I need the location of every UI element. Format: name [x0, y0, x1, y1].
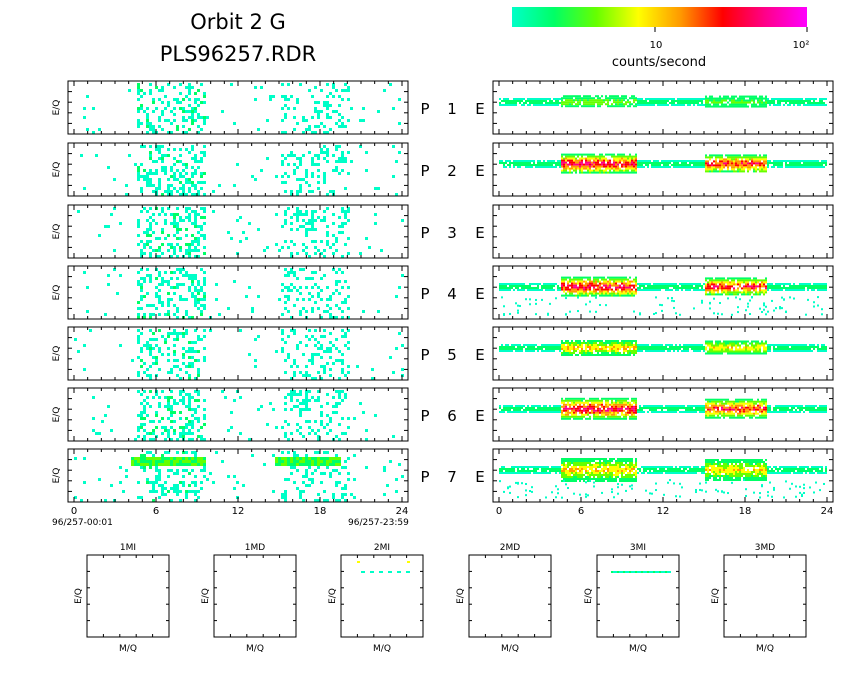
small-panel-title: 3MI [630, 543, 646, 553]
e-label-7: E [475, 468, 484, 486]
colorbar-label: counts/second [612, 55, 706, 70]
x-tick-left-24: 24 [396, 506, 409, 517]
ylabel-left-6: E/Q [52, 407, 62, 423]
title-line-2: PLS96257.RDR [160, 42, 317, 66]
left-panel-7 [74, 451, 404, 502]
small-panel-xlabel: M/Q [373, 644, 391, 654]
row-number-7: 7 [447, 468, 457, 486]
colorbar-tick-10: 10 [650, 40, 663, 51]
e-label-1: E [475, 100, 484, 118]
small-panels-group: 1MI M/Q E/Q 1MD M/Q E/Q 2MI M/Q E/Q 2MD M/Q E/Q 3MI M… [74, 543, 807, 654]
ylabel-left-3: E/Q [52, 224, 62, 240]
small-panel-title: 2MI [374, 543, 390, 553]
small-panel-ylabel: E/Q [456, 588, 466, 604]
small-panel-ylabel: E/Q [711, 588, 721, 604]
left-panel-2 [80, 145, 401, 196]
e-label-2: E [475, 162, 484, 180]
end-time-label: 96/257-23:59 [348, 518, 409, 528]
x-tick-left-0: 0 [71, 506, 77, 517]
right-panel-1 [499, 95, 827, 108]
right-panel-2 [499, 153, 827, 174]
p-label-7: P [420, 468, 429, 486]
p-label-4: P [420, 285, 429, 303]
e-label-5: E [475, 346, 484, 364]
small-panel-ylabel: E/Q [584, 588, 594, 604]
ylabel-left-4: E/Q [52, 285, 62, 301]
row-number-3: 3 [447, 224, 457, 242]
p-label-5: P [420, 346, 429, 364]
x-tick-right-6: 6 [578, 506, 584, 517]
right-panel-7 [499, 458, 827, 499]
colorbar-tick-100: 10² [793, 40, 810, 51]
left-panel-5 [74, 329, 404, 380]
x-tick-left-6: 6 [153, 506, 159, 517]
right-panel-6 [499, 397, 827, 420]
p-label-2: P [420, 162, 429, 180]
x-tick-left-12: 12 [232, 506, 245, 517]
small-panel-title: 2MD [500, 543, 520, 553]
left-panel-3 [77, 207, 404, 258]
ylabel-left-5: E/Q [52, 346, 62, 362]
row-number-6: 6 [447, 407, 457, 425]
row-number-2: 2 [447, 162, 457, 180]
right-panel-5 [499, 340, 827, 356]
x-tick-left-18: 18 [314, 506, 327, 517]
ylabel-left-2: E/Q [52, 162, 62, 178]
e-label-3: E [475, 224, 484, 242]
small-panel-3mi: 3MI M/Q E/Q [584, 543, 680, 654]
left-panel-1 [83, 83, 401, 134]
left-panel-4 [83, 268, 404, 319]
title-line-1: Orbit 2 G [190, 10, 286, 34]
small-panel-title: 1MD [245, 543, 265, 553]
x-axis-labels: 0 0 6 6 12 12 18 18 24 24 [71, 506, 834, 517]
small-panel-ylabel: E/Q [201, 588, 211, 604]
small-panel-xlabel: M/Q [629, 644, 647, 654]
ylabel-left-7: E/Q [52, 468, 62, 484]
left-panel-6 [92, 390, 395, 441]
row-number-1: 1 [447, 100, 457, 118]
colorbar-gradient [512, 7, 807, 27]
p-label-3: P [420, 224, 429, 242]
row-number-5: 5 [447, 346, 457, 364]
colorbar: 10 10² counts/second [512, 7, 809, 70]
small-panel-title: 3MD [755, 543, 775, 553]
p-label-6: P [420, 407, 429, 425]
small-panel-3md: 3MD M/Q E/Q [711, 543, 807, 654]
x-tick-right-0: 0 [496, 506, 502, 517]
p-label-1: P [420, 100, 429, 118]
small-panel-ylabel: E/Q [328, 588, 338, 604]
x-tick-right-24: 24 [821, 506, 834, 517]
e-label-4: E [475, 285, 484, 303]
small-panel-2md: 2MD M/Q E/Q [456, 543, 552, 654]
small-panel-2mi: 2MI M/Q E/Q [328, 543, 424, 654]
small-panel-1md: 1MD M/Q E/Q [201, 543, 297, 654]
start-time-label: 96/257-00:01 [52, 518, 113, 528]
e-label-6: E [475, 407, 484, 425]
row-number-4: 4 [447, 285, 457, 303]
small-panel-xlabel: M/Q [119, 644, 137, 654]
x-tick-right-12: 12 [657, 506, 670, 517]
right-panel-4 [499, 276, 827, 316]
small-panel-1mi: 1MI M/Q E/Q [74, 543, 170, 654]
panels-group: E/Q P 1 EE/Q P 2 EE/Q P 3 EE/Q P 4 EE/Q P 5 EE/Q P 6 EE/Q P… [52, 80, 834, 517]
small-panel-xlabel: M/Q [756, 644, 774, 654]
small-panel-xlabel: M/Q [501, 644, 519, 654]
small-panel-ylabel: E/Q [74, 588, 84, 604]
small-panel-xlabel: M/Q [246, 644, 264, 654]
ylabel-left-1: E/Q [52, 100, 62, 116]
x-tick-right-18: 18 [739, 506, 752, 517]
small-panel-title: 1MI [120, 543, 136, 553]
